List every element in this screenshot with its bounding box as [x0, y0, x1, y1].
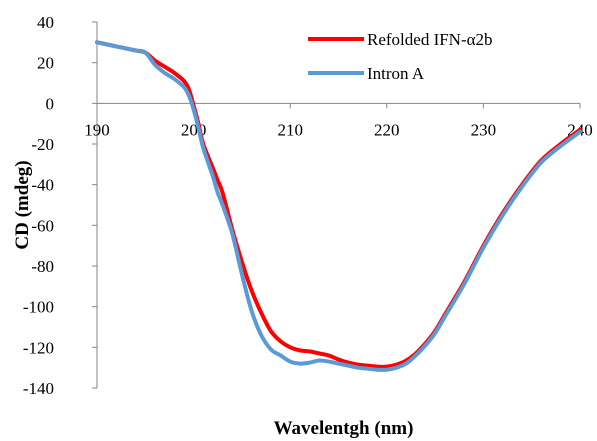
- x-tick-label: 220: [374, 120, 400, 139]
- y-tick-label: -120: [23, 338, 54, 357]
- y-tick-label: -20: [31, 135, 54, 154]
- y-axis-title: CD (mdeg): [12, 160, 33, 249]
- legend-label: Refolded IFN-α2b: [367, 30, 493, 49]
- y-tick-label: -140: [23, 379, 54, 398]
- series-lines: [95, 40, 582, 372]
- legend: Refolded IFN-α2b Intron A: [308, 30, 493, 83]
- x-tick-label: 190: [84, 120, 110, 139]
- y-tick-label: 40: [37, 13, 54, 32]
- x-tick-label: 230: [471, 120, 497, 139]
- y-tick-label: -100: [23, 298, 54, 317]
- y-tick-label: -40: [31, 176, 54, 195]
- y-tick-label: 20: [37, 54, 54, 73]
- y-tick-label: 0: [46, 94, 55, 113]
- axes: [96, 22, 580, 388]
- legend-label: Intron A: [367, 64, 425, 83]
- x-axis-title: Wavelentgh (nm): [274, 418, 414, 439]
- series-line-intron-a: [95, 40, 582, 372]
- y-tick-label: -80: [31, 257, 54, 276]
- x-tick-label: 210: [277, 120, 303, 139]
- y-tick-label: -60: [31, 216, 54, 235]
